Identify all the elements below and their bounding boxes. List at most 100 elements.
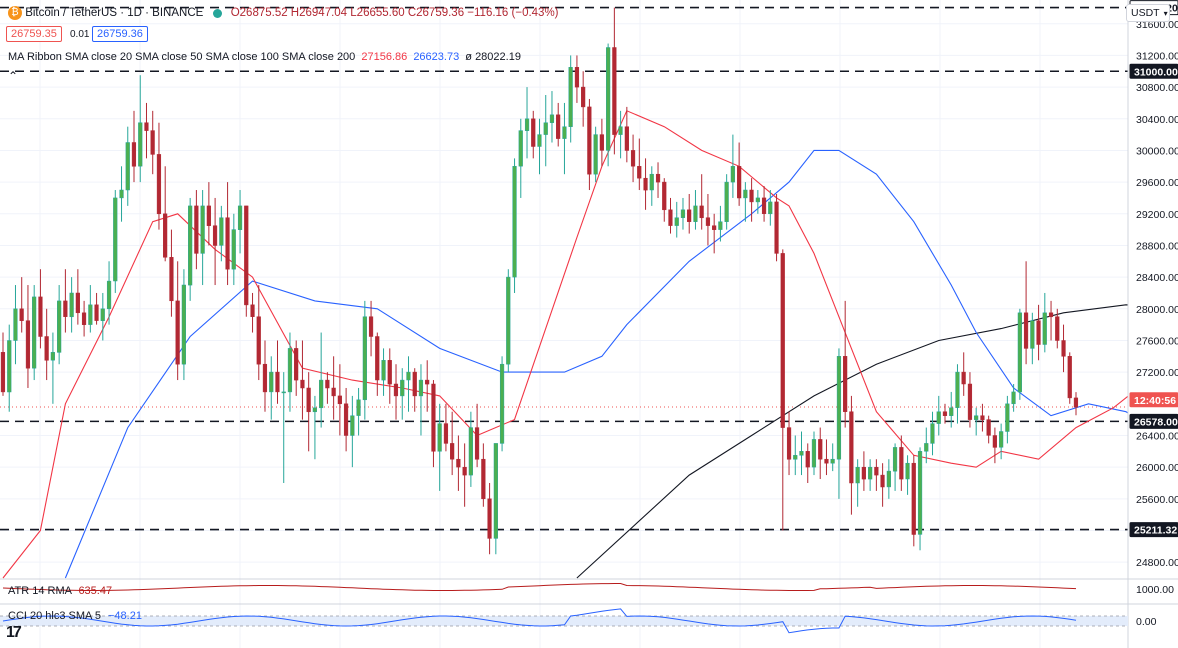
- candle: [942, 403, 948, 424]
- cci-axis-label: 0.00: [1136, 616, 1157, 628]
- candle: [755, 190, 760, 214]
- candle: [874, 459, 879, 491]
- market-status-icon[interactable]: [212, 8, 222, 18]
- candle: [393, 364, 399, 420]
- candle: [356, 387, 361, 436]
- candle-body: [431, 383, 436, 452]
- candle: [774, 193, 779, 262]
- candle-body: [425, 379, 430, 385]
- candle: [450, 411, 455, 476]
- candle-body: [886, 470, 891, 488]
- candle: [556, 102, 561, 147]
- candle-body: [562, 126, 567, 139]
- candle: [955, 364, 960, 424]
- candle-body: [1055, 316, 1060, 341]
- candle: [200, 190, 205, 286]
- price-tag-label: 12:40:56: [1134, 395, 1176, 407]
- candle-body: [119, 189, 124, 199]
- ma100-value: ø: [465, 51, 472, 63]
- candle-body: [824, 458, 829, 464]
- candle-body: [7, 340, 12, 393]
- candle-body: [113, 197, 118, 282]
- buy-price-button[interactable]: 26759.36: [92, 26, 148, 42]
- candle: [531, 110, 536, 159]
- candle-body: [524, 118, 530, 131]
- spread-value: 0.01: [70, 29, 90, 40]
- candle-body: [219, 217, 224, 246]
- candle-body: [649, 173, 654, 191]
- candle-body: [818, 439, 823, 460]
- candle: [1011, 384, 1016, 412]
- candle: [687, 193, 692, 234]
- candle-body: [50, 352, 55, 361]
- candle: [138, 75, 143, 183]
- candle: [974, 407, 979, 436]
- candle: [1048, 300, 1054, 341]
- candle: [32, 285, 37, 381]
- candle-body: [231, 229, 236, 270]
- symbol-title: Bitcoin / TetherUS · 1D · BINANCE: [25, 7, 204, 20]
- candle: [712, 213, 717, 254]
- sell-price-button[interactable]: 26759.35: [6, 26, 62, 42]
- candle: [737, 142, 742, 206]
- candle: [1067, 352, 1072, 404]
- candle-body: [1017, 312, 1022, 393]
- collapse-legend-icon[interactable]: ⌃: [7, 69, 19, 83]
- candle-body: [899, 447, 904, 480]
- candle: [212, 197, 218, 286]
- candle: [949, 391, 954, 428]
- candle-body: [743, 189, 748, 199]
- atr-legend[interactable]: ATR 14 RMA 635.47: [8, 585, 112, 597]
- candle: [824, 439, 829, 476]
- ma50-value: 26623.73: [413, 51, 460, 63]
- candle: [81, 300, 87, 337]
- price-tick-label: 26400.00: [1136, 431, 1178, 443]
- candle-body: [212, 225, 218, 246]
- candle: [843, 300, 848, 428]
- candle: [425, 360, 430, 412]
- currency-selector[interactable]: USDT ▾: [1126, 4, 1170, 22]
- candle-body: [1023, 312, 1029, 349]
- ma-ribbon-legend[interactable]: MA Ribbon SMA close 20 SMA close 50 SMA …: [8, 51, 521, 63]
- candle-body: [400, 379, 405, 397]
- candle-body: [955, 371, 960, 408]
- candle: [362, 300, 367, 420]
- candles: [0, 7, 1079, 555]
- candle-body: [992, 435, 997, 448]
- candle-body: [942, 411, 948, 416]
- candle: [986, 415, 991, 444]
- candle-body: [106, 280, 112, 310]
- symbol-header: ₿ Bitcoin / TetherUS · 1D · BINANCE O268…: [8, 6, 559, 20]
- price-tick-label: 28000.00: [1136, 304, 1178, 316]
- candle-body: [38, 296, 43, 337]
- candle-body: [712, 225, 717, 230]
- candle-body: [337, 395, 342, 405]
- price-tick-label: 24800.00: [1136, 557, 1178, 569]
- candle: [581, 71, 586, 127]
- cci-line: [2, 608, 1077, 634]
- tradingview-logo-icon[interactable]: 17: [6, 624, 22, 641]
- candle-body: [637, 166, 642, 179]
- candle: [886, 459, 891, 499]
- candle: [225, 182, 230, 286]
- cci-legend[interactable]: CCI 20 hlc3 SMA 5 −48.21: [8, 610, 142, 622]
- candle-body: [393, 383, 399, 397]
- ohlc-values: O26875.52 H26947.04 L26655.60 C26759.36 …: [230, 7, 559, 20]
- candle-body: [381, 360, 386, 381]
- candle: [624, 106, 629, 163]
- candle: [936, 395, 941, 436]
- candle: [69, 277, 74, 333]
- candle-body: [599, 134, 604, 151]
- candle-body: [855, 466, 860, 484]
- candle-body: [1030, 320, 1035, 349]
- candle: [175, 261, 180, 381]
- candle-body: [1036, 320, 1041, 345]
- candle: [337, 364, 342, 436]
- price-tag: [1129, 63, 1178, 79]
- candle-body: [843, 356, 848, 412]
- candle: [38, 269, 43, 349]
- candle: [768, 190, 773, 226]
- candle-body: [705, 217, 711, 226]
- candle: [281, 372, 286, 483]
